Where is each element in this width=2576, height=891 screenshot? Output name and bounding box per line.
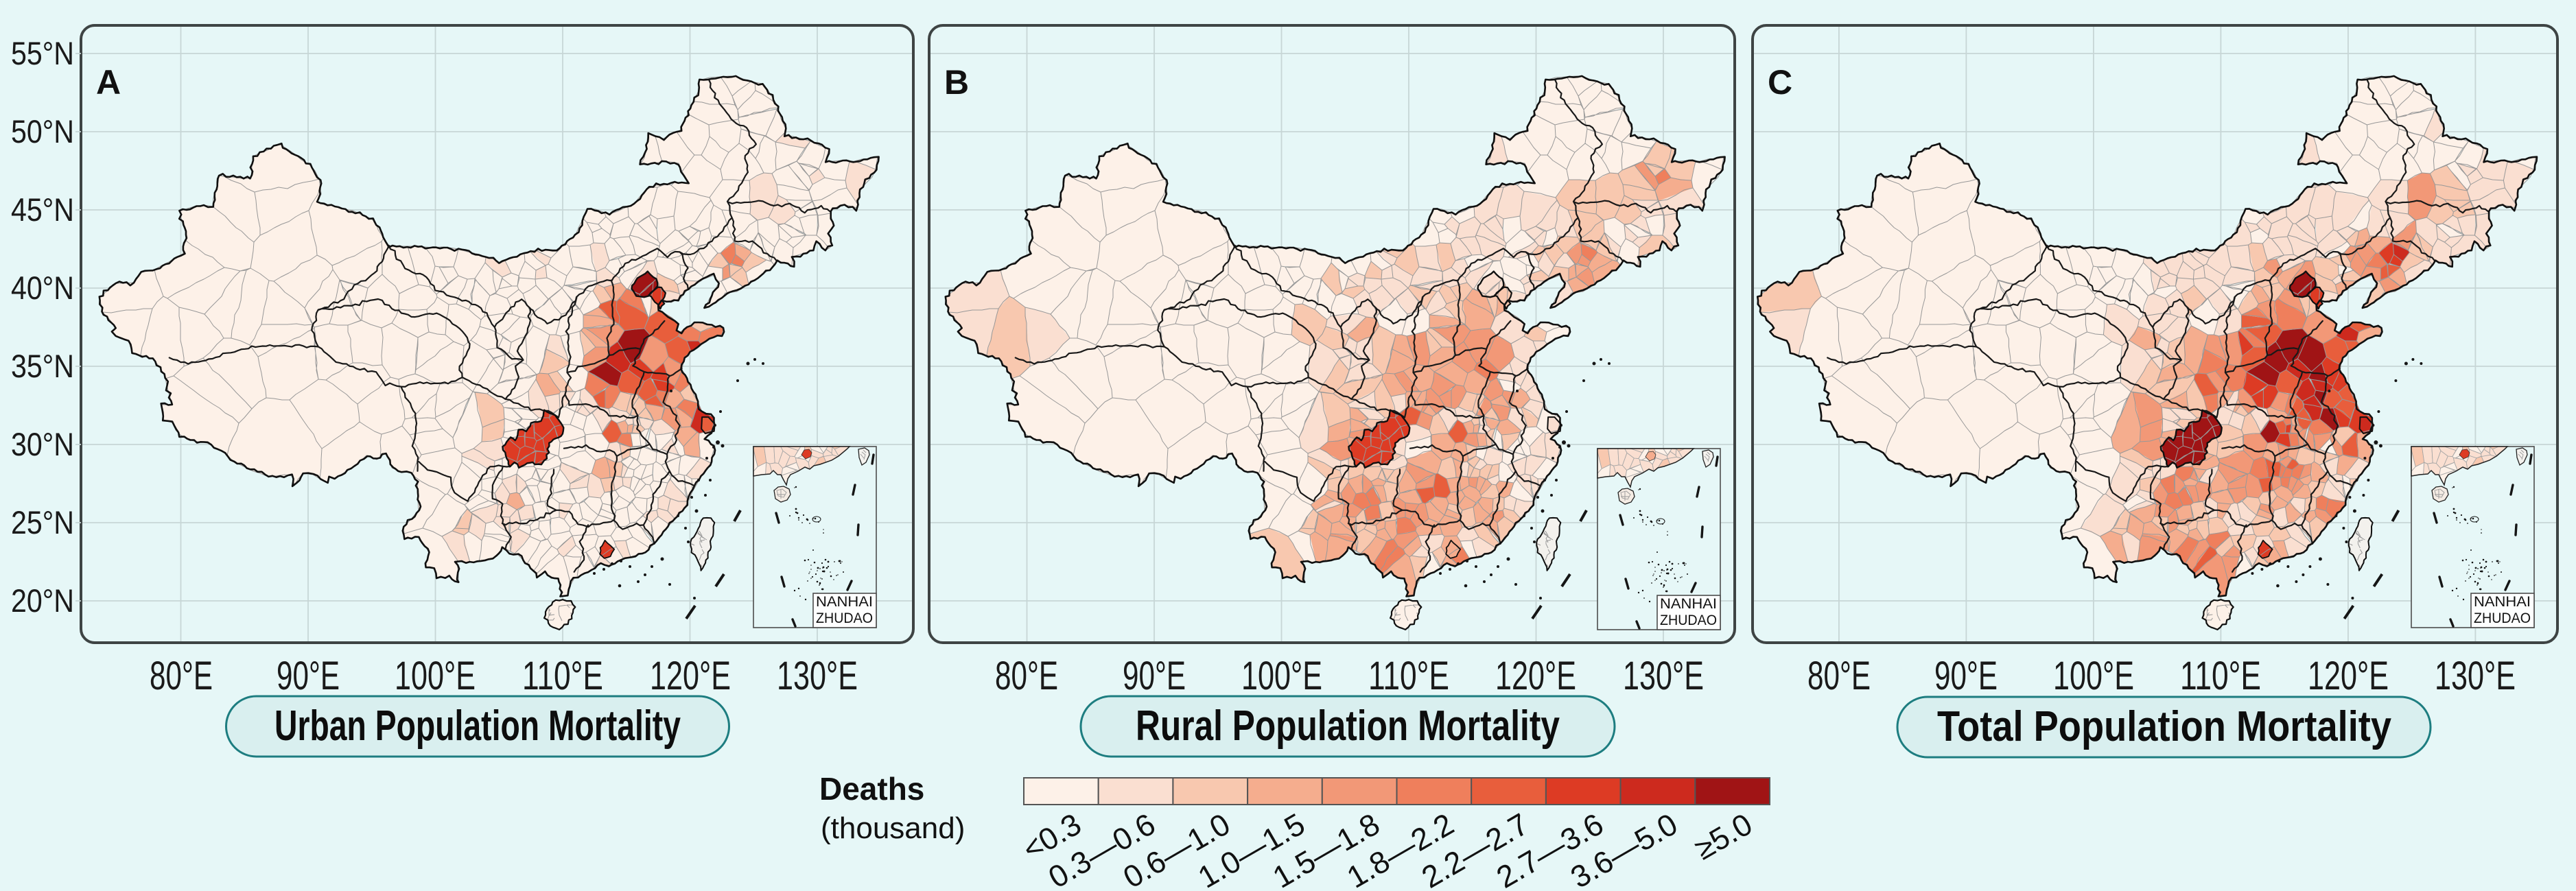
svg-text:130°E: 130°E xyxy=(1623,654,1704,698)
svg-text:80°E: 80°E xyxy=(995,654,1058,698)
svg-text:100°E: 100°E xyxy=(2053,654,2134,698)
svg-text:100°E: 100°E xyxy=(1241,654,1322,698)
svg-text:100°E: 100°E xyxy=(395,654,476,698)
svg-text:Total Population Mortality: Total Population Mortality xyxy=(1937,703,2391,750)
svg-text:(thousand): (thousand) xyxy=(821,811,965,845)
svg-text:80°E: 80°E xyxy=(1807,654,1871,698)
svg-text:110°E: 110°E xyxy=(522,654,603,698)
svg-text:Rural Population Mortality: Rural Population Mortality xyxy=(1136,702,1560,750)
svg-text:90°E: 90°E xyxy=(1934,654,1998,698)
svg-text:25°N: 25°N xyxy=(11,504,74,540)
svg-text:Urban Population Mortality: Urban Population Mortality xyxy=(274,702,681,750)
svg-text:110°E: 110°E xyxy=(1368,654,1449,698)
svg-text:90°E: 90°E xyxy=(1123,654,1186,698)
svg-text:B: B xyxy=(944,63,969,102)
svg-text:A: A xyxy=(96,63,121,102)
svg-text:C: C xyxy=(1768,63,1792,102)
svg-text:110°E: 110°E xyxy=(2180,654,2261,698)
svg-text:45°N: 45°N xyxy=(11,191,74,228)
svg-text:120°E: 120°E xyxy=(2308,654,2389,698)
svg-text:55°N: 55°N xyxy=(11,35,74,71)
svg-text:90°E: 90°E xyxy=(277,654,340,698)
svg-text:40°N: 40°N xyxy=(11,270,74,306)
svg-text:130°E: 130°E xyxy=(2435,654,2516,698)
svg-text:50°N: 50°N xyxy=(11,113,74,150)
svg-text:120°E: 120°E xyxy=(1495,654,1576,698)
svg-text:120°E: 120°E xyxy=(650,654,731,698)
svg-text:130°E: 130°E xyxy=(777,654,858,698)
svg-text:35°N: 35°N xyxy=(11,348,74,384)
svg-text:20°N: 20°N xyxy=(11,582,74,619)
svg-text:30°N: 30°N xyxy=(11,426,74,462)
svg-text:Deaths: Deaths xyxy=(819,771,924,807)
svg-text:80°E: 80°E xyxy=(150,654,213,698)
